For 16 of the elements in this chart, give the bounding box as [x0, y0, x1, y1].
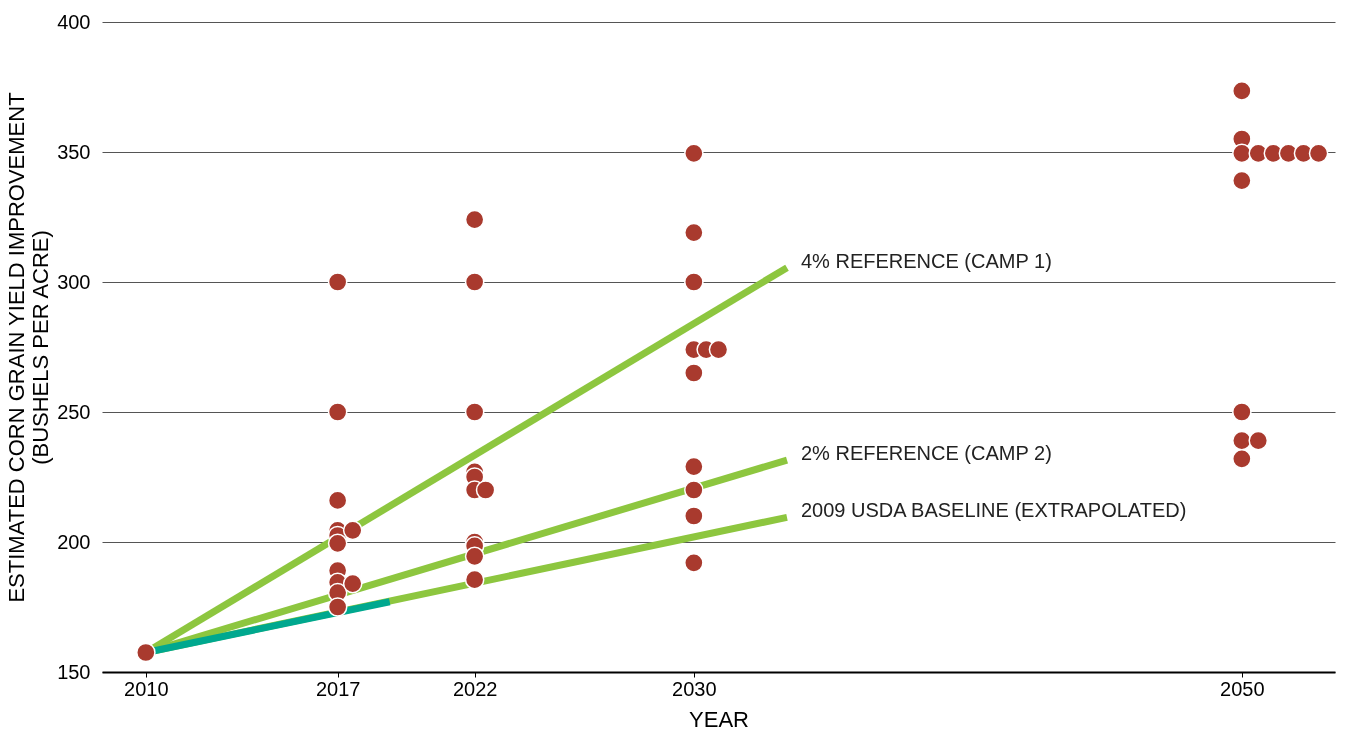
y-tick-label: 150	[57, 660, 91, 683]
y-tick-label: 350	[57, 140, 91, 163]
y-tick-label: 400	[57, 10, 91, 33]
series-label: 4% REFERENCE (CAMP 1)	[801, 249, 1052, 272]
x-tick-label: 2022	[452, 677, 498, 700]
x-tick-label: 2010	[124, 677, 169, 700]
y-axis-title: ESTIMATED CORN GRAIN YIELD IMPROVEMENT (BUSHELS PER ACRE)	[4, 92, 54, 603]
y-tick-label: 250	[57, 400, 91, 423]
x-tick-label: 2017	[315, 677, 361, 700]
series-label: 2% REFERENCE (CAMP 2)	[801, 442, 1052, 465]
y-tick-label: 200	[57, 530, 91, 553]
x-tick-label: 2050	[1220, 677, 1265, 700]
series-label: 2009 USDA BASELINE (EXTRAPOLATED)	[801, 499, 1187, 522]
y-tick-label: 300	[57, 270, 91, 293]
x-axis-title: YEAR	[689, 706, 749, 732]
x-tick-label: 2030	[672, 677, 717, 700]
